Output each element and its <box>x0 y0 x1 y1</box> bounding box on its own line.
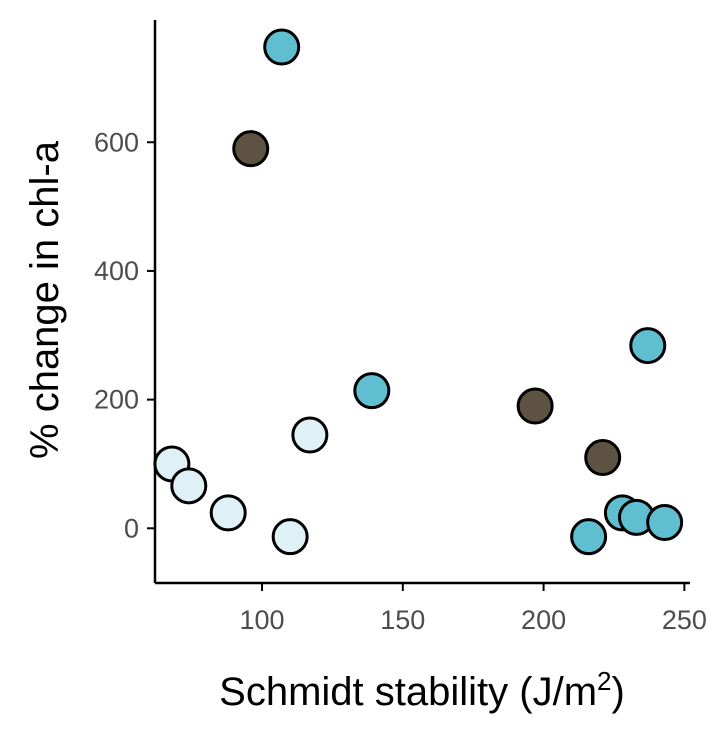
points-layer <box>153 28 684 556</box>
x-axis-title-superscript: 2 <box>597 666 611 696</box>
data-point-2 <box>232 130 270 168</box>
x-axis-title: Schmidt stability (J/m2) <box>219 666 625 714</box>
y-tick-label-0: 0 <box>124 513 139 543</box>
x-tick-label-250: 250 <box>662 605 707 635</box>
data-point-10 <box>209 494 247 532</box>
data-point-6 <box>629 327 667 365</box>
x-tick-label-100: 100 <box>239 605 284 635</box>
data-point-3 <box>353 372 391 410</box>
data-point-1 <box>263 28 301 66</box>
y-axis-title: % change in chl-a <box>23 140 67 459</box>
data-point-9 <box>170 467 208 505</box>
x-tick-label-200: 200 <box>521 605 566 635</box>
data-point-11 <box>271 518 309 556</box>
data-point-12 <box>570 518 608 556</box>
data-point-4 <box>291 416 329 454</box>
x-tick-label-150: 150 <box>380 605 425 635</box>
y-tick-label-400: 400 <box>94 256 139 286</box>
ticks-layer: 100 150 200 250 0 200 400 600 <box>94 127 707 635</box>
data-point-15 <box>646 504 684 542</box>
data-point-5 <box>516 387 554 425</box>
y-tick-label-200: 200 <box>94 385 139 415</box>
data-point-7 <box>584 439 622 477</box>
y-tick-label-600: 600 <box>94 127 139 157</box>
